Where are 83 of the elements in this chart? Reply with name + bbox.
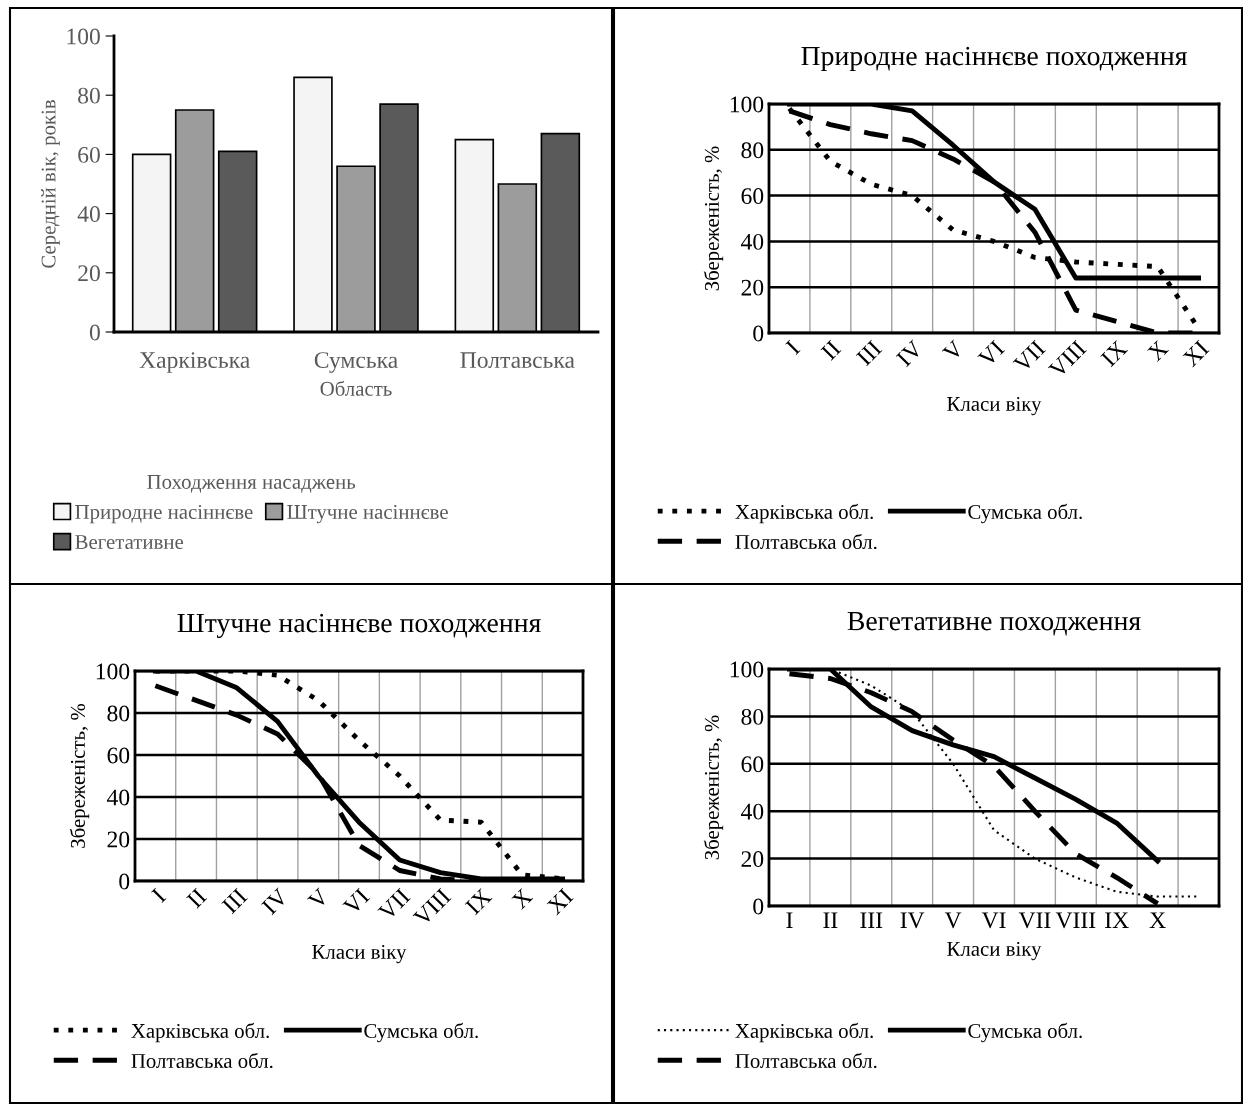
y-tick-label: 100 xyxy=(67,28,100,45)
legend-label: Харківська обл. xyxy=(735,1022,873,1043)
x-tick-label: X xyxy=(1146,339,1169,362)
y-tick-label: 80 xyxy=(78,87,100,104)
x-tick-label: I xyxy=(786,912,793,928)
x-tick-label: IX xyxy=(1105,912,1129,928)
y-tick-label: 20 xyxy=(78,265,100,282)
y-tick-label: 80 xyxy=(107,705,130,722)
y-tick-label: 100 xyxy=(96,663,130,680)
x-tick-label: V xyxy=(941,339,965,363)
x-tick-label: VIII xyxy=(1047,339,1088,379)
x-tick-label: Полтавська xyxy=(460,352,575,369)
x-axis-title: Класи віку xyxy=(312,944,407,964)
x-tick-label: VI xyxy=(981,912,1006,929)
x-tick-label: II xyxy=(820,339,842,361)
y-tick-label: 0 xyxy=(119,873,130,890)
x-tick-label: II xyxy=(186,887,208,909)
x-tick-label: IX xyxy=(464,887,493,916)
x-tick-label: IX xyxy=(1100,339,1129,368)
y-axis-title: Середній вік, років xyxy=(41,100,60,268)
legend-label: Сумська обл. xyxy=(968,1022,1082,1043)
y-tick-label: 60 xyxy=(78,146,100,163)
y-tick-label: 0 xyxy=(753,325,764,342)
x-tick-label: IV xyxy=(895,339,924,368)
x-tick-label: V xyxy=(307,887,330,911)
y-axis-title: Збереженість, % xyxy=(703,715,724,860)
x-tick-label: I xyxy=(785,339,801,356)
x-tick-label: III xyxy=(855,339,883,367)
x-tick-label: VII xyxy=(1012,339,1047,374)
chart-title: Вегетативне походження xyxy=(847,611,1141,636)
legend-label: Штучне насіннєве xyxy=(287,504,448,524)
legend-label: Сумська обл. xyxy=(364,1022,478,1043)
x-tick-label: VIII xyxy=(412,887,452,927)
x-tick-label: X xyxy=(1149,912,1166,928)
x-axis-title: Область xyxy=(320,380,392,396)
y-tick-label: 80 xyxy=(741,708,764,725)
chart-title: Природне насіннєве походження xyxy=(801,46,1187,72)
y-axis-title: Збереженість, % xyxy=(69,703,90,848)
x-tick-label: III xyxy=(221,887,248,915)
x-tick-label: IV xyxy=(261,887,290,916)
y-tick-label: 100 xyxy=(730,661,764,678)
x-tick-label: V xyxy=(944,912,962,929)
x-tick-label: VI xyxy=(342,887,371,916)
legend-label: Полтавська обл. xyxy=(735,1052,877,1069)
legend-label: Природне насіннєве xyxy=(75,504,253,524)
y-tick-label: 0 xyxy=(89,324,100,341)
x-axis-title: Класи віку xyxy=(947,941,1042,961)
y-tick-label: 40 xyxy=(77,206,100,223)
legend-label: Вегетативне xyxy=(75,535,184,550)
y-tick-label: 80 xyxy=(741,142,764,159)
x-tick-label: VIII xyxy=(1055,912,1096,929)
y-tick-label: 60 xyxy=(741,188,764,205)
x-tick-label: VII xyxy=(1018,912,1051,929)
x-tick-label: Харківська xyxy=(139,352,250,373)
x-tick-label: II xyxy=(823,912,838,928)
x-tick-label: IV xyxy=(900,912,925,929)
x-tick-label: X xyxy=(510,887,534,910)
y-tick-label: 20 xyxy=(741,851,764,868)
y-tick-label: 40 xyxy=(106,789,130,806)
y-axis-title: Збереженість, % xyxy=(703,146,724,291)
legend-title: Походження насаджень xyxy=(147,475,356,493)
x-axis-title: Класи віку xyxy=(947,396,1042,416)
chart-title: Штучне насіннєве походження xyxy=(177,613,541,639)
y-tick-label: 20 xyxy=(741,279,764,296)
x-tick-label: I xyxy=(151,887,167,904)
y-tick-label: 60 xyxy=(107,747,130,764)
y-tick-label: 20 xyxy=(107,831,130,848)
x-tick-label: XI xyxy=(1181,339,1210,368)
x-tick-label: VI xyxy=(977,339,1006,368)
legend-label: Харківська обл. xyxy=(735,503,873,524)
y-tick-label: 60 xyxy=(741,756,764,773)
legend-label: Полтавська обл. xyxy=(131,1052,273,1069)
legend-label: Сумська обл. xyxy=(968,503,1082,524)
x-tick-label: Сумська xyxy=(314,352,398,373)
x-tick-label: VII xyxy=(377,887,411,922)
legend-label: Харківська обл. xyxy=(131,1022,269,1043)
legend-label: Полтавська обл. xyxy=(735,533,877,550)
x-tick-label: III xyxy=(860,912,883,928)
y-tick-label: 0 xyxy=(753,898,764,915)
x-tick-label: XI xyxy=(546,887,574,916)
y-tick-label: 100 xyxy=(730,96,764,113)
y-tick-label: 40 xyxy=(740,803,764,820)
y-tick-label: 40 xyxy=(740,233,764,250)
